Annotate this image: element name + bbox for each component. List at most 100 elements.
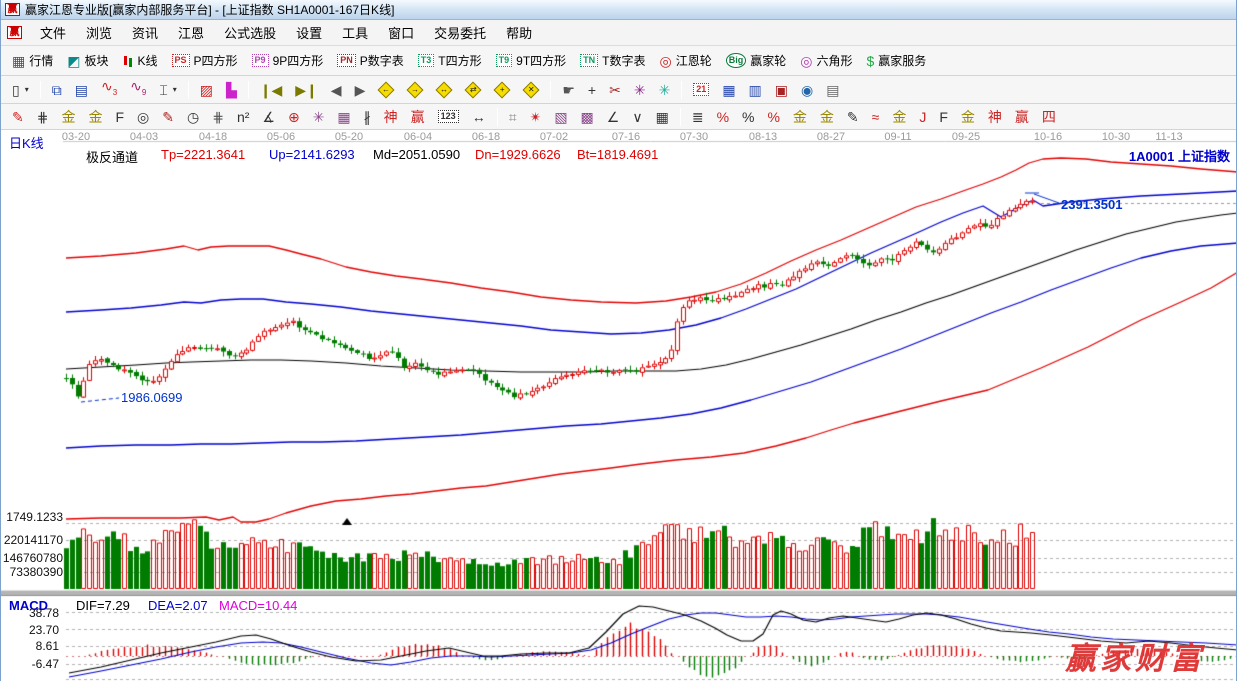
- print-button[interactable]: ▤: [821, 80, 844, 100]
- gann-comb-tool[interactable]: ⋕: [32, 107, 54, 127]
- gold-line-tool[interactable]: 金: [815, 107, 839, 127]
- winner-service-button[interactable]: $ 赢家服务: [862, 49, 932, 72]
- kline-button[interactable]: K线: [118, 49, 163, 72]
- web-browser-button[interactable]: ◉: [796, 80, 818, 100]
- kline-chart-canvas[interactable]: [1, 130, 1236, 681]
- shen-tool[interactable]: 神: [379, 107, 403, 127]
- cross-diamond-button[interactable]: +: [489, 81, 515, 99]
- column-chart-tool[interactable]: ≣: [687, 107, 709, 127]
- next-bar-button[interactable]: ▶: [350, 80, 371, 100]
- dark-grid-tool[interactable]: ▦: [651, 107, 674, 127]
- percent-line-tool[interactable]: %: [712, 107, 734, 127]
- fibonacci-grid-tool[interactable]: F: [110, 107, 129, 127]
- calendar-button[interactable]: 21: [688, 80, 714, 99]
- f-angle-tool[interactable]: F: [934, 107, 953, 127]
- gold-underline-tool[interactable]: 金: [887, 107, 911, 127]
- t-number-table-button[interactable]: TN T数字表: [575, 49, 650, 72]
- flag-pencil-tool[interactable]: ✎: [842, 107, 864, 127]
- hexagon-button[interactable]: ◎ 六角形: [795, 49, 857, 72]
- angle-rays-tool[interactable]: ∠: [602, 107, 625, 127]
- box-rays-tool[interactable]: ▧: [549, 107, 572, 127]
- menu-item-5[interactable]: 公式选股: [224, 26, 277, 41]
- notepad-button[interactable]: ▥: [744, 80, 767, 100]
- zoom-right-diamond-button[interactable]: →: [402, 81, 428, 99]
- spiral-tool[interactable]: ◎: [132, 107, 154, 127]
- nine-t-square-button[interactable]: T9 9T四方形: [491, 49, 572, 72]
- pattern-box-button[interactable]: ▨: [195, 80, 218, 100]
- gold-wave-tool[interactable]: ≈: [867, 107, 885, 127]
- zoom-left-diamond-button[interactable]: ←: [373, 81, 399, 99]
- gold-grid2-tool[interactable]: 金: [83, 107, 107, 127]
- delete-tool-button[interactable]: ✂: [604, 80, 626, 100]
- pattern-brain-button[interactable]: ✳: [654, 80, 676, 100]
- p-square-button[interactable]: PS P四方形: [167, 49, 243, 72]
- last-bar-button[interactable]: ▶❙: [290, 80, 323, 100]
- menu-item-2[interactable]: 浏览: [86, 26, 113, 41]
- winner-wheel-button[interactable]: Big 赢家轮: [721, 49, 792, 72]
- volume-axis-label-3: 73380390: [9, 565, 63, 579]
- color-histogram-button[interactable]: ▙: [221, 80, 242, 100]
- wave3-button[interactable]: ∿3: [96, 76, 122, 103]
- ying-tool[interactable]: 赢: [406, 107, 430, 127]
- t-square-button[interactable]: T3 T四方形: [413, 49, 487, 72]
- date-tick: 10-30: [1101, 131, 1131, 143]
- bar-style-selector[interactable]: ⌶ ▾: [154, 80, 181, 100]
- nine-p-square-button[interactable]: P9 9P四方形: [247, 49, 329, 72]
- wave9-button[interactable]: ∿9: [125, 76, 151, 103]
- sectors-button[interactable]: ◩ 板块: [62, 49, 113, 72]
- web-radial-tool[interactable]: ✳: [308, 107, 330, 127]
- clock-circle-tool[interactable]: ◷: [182, 107, 204, 127]
- menu-item-7[interactable]: 工具: [342, 26, 369, 41]
- pencil-tool[interactable]: ✎: [7, 107, 29, 127]
- calculator-button[interactable]: ▦: [717, 80, 740, 100]
- percent-under-tool[interactable]: %: [762, 107, 784, 127]
- candle-style-selector[interactable]: ▯ ▾: [7, 80, 34, 100]
- crosshair-tool-button[interactable]: +: [583, 80, 601, 100]
- wave9-button-icon: ∿9: [130, 78, 147, 97]
- rays-tool[interactable]: ✴: [525, 107, 547, 127]
- n-square-tool[interactable]: n²: [232, 107, 254, 127]
- pattern-window-button[interactable]: ⧉: [47, 80, 67, 100]
- menu-item-6[interactable]: 设置: [296, 26, 323, 41]
- move-diamond-button[interactable]: ✕: [518, 81, 544, 99]
- angle-mirror-tool[interactable]: ∡: [257, 107, 280, 127]
- gann-wheel-button[interactable]: ◎ 江恩轮: [655, 49, 717, 72]
- bars-quote-tool[interactable]: ∦: [359, 107, 376, 127]
- report-button[interactable]: ▤: [70, 80, 93, 100]
- gann-flower-button[interactable]: ✳: [629, 80, 651, 100]
- save-button[interactable]: ▣: [770, 80, 793, 100]
- menu-item-1[interactable]: 文件: [40, 26, 67, 41]
- percent-tool[interactable]: %: [737, 107, 759, 127]
- box-select-tool[interactable]: ⌗: [504, 107, 522, 127]
- menu-item-10[interactable]: 帮助: [506, 26, 533, 41]
- macd-axis-label-4: -6.47: [31, 657, 59, 671]
- sectors-button-label: 板块: [84, 54, 109, 68]
- quotes-button[interactable]: ▦ 行情: [7, 49, 58, 72]
- web-grid-tool[interactable]: ▦: [332, 107, 355, 127]
- comb-dense-tool[interactable]: ⋕: [207, 107, 229, 127]
- gold-circle-tool[interactable]: 金: [788, 107, 812, 127]
- ying-angle-tool[interactable]: 赢: [1010, 107, 1034, 127]
- width-measure-tool[interactable]: ↔: [467, 107, 491, 127]
- j-angle-tool-icon: J: [919, 108, 927, 125]
- shen-angle-tool[interactable]: 神: [983, 107, 1007, 127]
- p-number-table-button[interactable]: PN P数字表: [332, 49, 409, 72]
- compress-diamond-button[interactable]: ⇄: [460, 81, 486, 99]
- menu-item-9[interactable]: 交易委托: [434, 26, 487, 41]
- gold-grid-tool[interactable]: 金: [56, 107, 80, 127]
- j-angle-tool[interactable]: J: [914, 107, 931, 127]
- first-bar-button[interactable]: ❙◀: [255, 80, 288, 100]
- menu-item-4[interactable]: 江恩: [178, 26, 205, 41]
- ruler-123-tool[interactable]: 123: [433, 107, 464, 126]
- check-lines-tool[interactable]: ∨: [627, 107, 647, 127]
- menu-item-8[interactable]: 窗口: [388, 26, 415, 41]
- hand-tool-button[interactable]: ☛: [557, 80, 580, 100]
- box-web-tool[interactable]: ▩: [576, 107, 599, 127]
- expand-diamond-button[interactable]: ↔: [431, 81, 457, 99]
- target-cross-tool[interactable]: ⊕: [283, 107, 305, 127]
- pencil-angle-tool[interactable]: ✎: [157, 107, 179, 127]
- gold-angle-tool[interactable]: 金: [956, 107, 980, 127]
- menu-item-3[interactable]: 资讯: [132, 26, 159, 41]
- prev-bar-button[interactable]: ◀: [326, 80, 347, 100]
- si-angle-tool[interactable]: 四: [1037, 107, 1061, 127]
